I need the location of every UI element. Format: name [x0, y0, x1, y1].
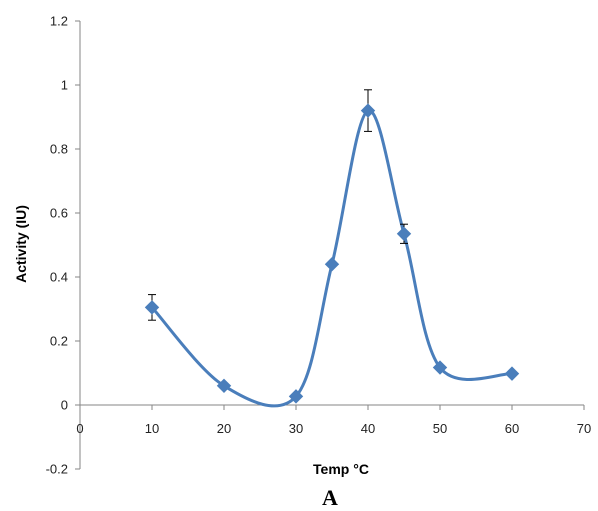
data-point-marker — [144, 300, 160, 315]
ticks: -0.2 0 0.2 0.4 0.6 0.8 1 1.2 0 10 20 30 40 50 60 70 — [46, 14, 592, 477]
data-point-marker — [360, 103, 376, 118]
y-tick-label: 0.4 — [50, 270, 68, 285]
x-tick-label: 10 — [145, 421, 159, 436]
data-point-marker — [288, 389, 304, 404]
axes — [79, 21, 584, 469]
y-tick-label: 0.2 — [50, 334, 68, 349]
y-tick-label: 1 — [61, 78, 68, 93]
x-tick-label: 70 — [577, 421, 591, 436]
y-tick-label: 1.2 — [50, 14, 68, 29]
y-tick-label: 0 — [61, 398, 68, 413]
series-line — [150, 109, 513, 408]
x-tick-label: 30 — [289, 421, 303, 436]
x-tick-label: 0 — [76, 421, 83, 436]
y-tick-label: -0.2 — [46, 462, 68, 477]
data-point-marker — [324, 256, 340, 272]
panel-label: A — [322, 485, 338, 510]
data-point-marker — [216, 378, 232, 394]
data-point-marker — [504, 366, 520, 381]
data-point-marker — [432, 360, 448, 375]
series-layer — [144, 89, 520, 408]
x-axis-title: Temp °C — [313, 461, 369, 477]
y-axis-title: Activity (IU) — [13, 205, 29, 283]
x-tick-label: 40 — [361, 421, 375, 436]
x-tick-label: 20 — [217, 421, 231, 436]
y-tick-label: 0.8 — [50, 142, 68, 157]
data-point-marker — [396, 226, 412, 242]
y-tick-label: 0.6 — [50, 206, 68, 221]
x-tick-label: 60 — [505, 421, 519, 436]
x-tick-label: 50 — [433, 421, 447, 436]
